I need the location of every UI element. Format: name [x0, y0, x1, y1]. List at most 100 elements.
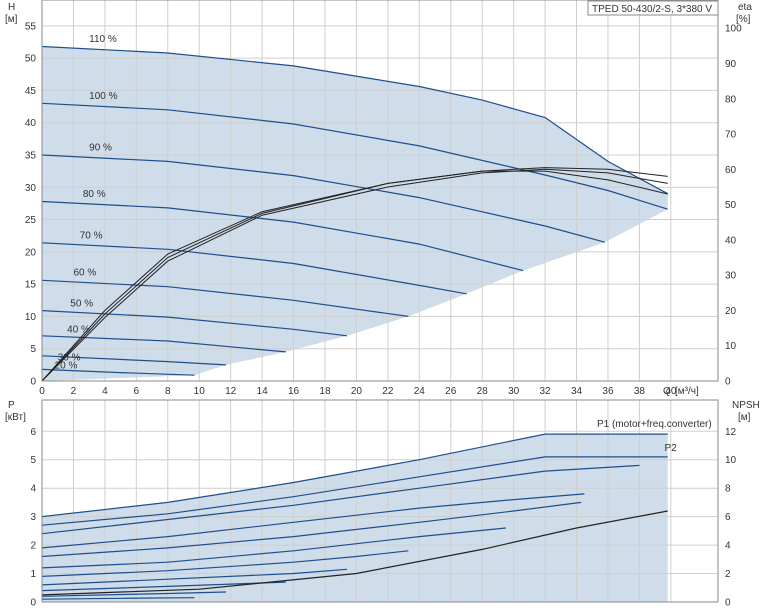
y2-axis-unit-npsh: [м] [738, 412, 751, 423]
y2-tick-label: 100 [725, 24, 742, 35]
y-axis-unit-p: [кВт] [5, 412, 26, 423]
operating-area-shape [42, 46, 668, 381]
x-tick-label: 2 [71, 386, 77, 397]
y-tick-label: 25 [25, 215, 37, 226]
power-curve [41, 527, 506, 569]
x-axis-label-q: Q [663, 386, 671, 397]
power-curve [41, 501, 582, 558]
y2-tick-label: 20 [725, 306, 737, 317]
head-chart-frame [41, 0, 719, 382]
head-curves [41, 45, 668, 376]
y-axis-unit-h: [м] [5, 14, 18, 25]
y-tick-label: 45 [25, 86, 37, 97]
y-tick-label: 0 [30, 377, 36, 388]
x-axis-unit-q: [м³/ч] [675, 386, 699, 397]
x-tick-label: 14 [257, 386, 269, 397]
title-box [587, 0, 719, 16]
x-tick-label: 28 [477, 386, 489, 397]
y-tick-label: 0 [30, 598, 36, 609]
y2-tick-label: 80 [725, 94, 737, 105]
y-tick-label: 1 [30, 569, 36, 580]
y-tick-label: 10 [25, 312, 37, 323]
head-curve [41, 279, 409, 317]
y2-tick-label: 50 [725, 200, 737, 211]
head-ticks: 0 2 4 6 8 10 12 14 16 18 20 22 24 26 28 30 32 34 36 38 40051… [25, 21, 742, 397]
x-tick-label: 0 [39, 386, 45, 397]
power-curve [41, 464, 640, 535]
power-curve-label: P1 (motor+freq.converter) [597, 419, 712, 430]
y2-tick-label: 10 [725, 455, 737, 466]
npsh-curve-group [41, 510, 668, 596]
y-tick-label: 35 [25, 150, 37, 161]
speed-label: 20 % [55, 361, 78, 372]
y-tick-label: 6 [30, 427, 36, 438]
x-tick-label: 16 [288, 386, 300, 397]
head-curve [41, 242, 467, 295]
y-tick-label: 50 [25, 54, 37, 65]
y-tick-label: 40 [25, 118, 37, 129]
y2-tick-label: 10 [725, 341, 737, 352]
p1-curve [41, 433, 668, 518]
y-tick-label: 5 [30, 344, 36, 355]
power-curves [41, 433, 668, 600]
speed-labels: 110 % 100 % 90 % 80 % 70 % 60 % 50 % 40 % 30 %20… [55, 34, 118, 372]
power-curve [41, 493, 585, 549]
speed-label: 90 % [89, 142, 112, 153]
x-tick-label: 26 [445, 386, 457, 397]
y2-tick-label: 90 [725, 59, 737, 70]
y2-axis-label-npsh: NPSH [732, 400, 760, 411]
power-curve [41, 581, 286, 592]
head-operating-area [42, 46, 668, 381]
y2-tick-label: 70 [725, 130, 737, 141]
chart-title: TPED 50-430/2-S, 3*380 V [592, 4, 712, 15]
y-tick-label: 2 [30, 541, 36, 552]
power-curve [41, 568, 348, 586]
x-tick-label: 6 [134, 386, 140, 397]
head-chart-panel: 0 2 4 6 8 10 12 14 16 18 20 22 24 26 28 30 32 34 36 38 40051… [5, 0, 752, 397]
x-tick-label: 18 [319, 386, 331, 397]
power-chart-frame [41, 399, 719, 603]
y2-tick-label: 0 [725, 377, 731, 388]
power-curve-label: P2 [665, 443, 678, 454]
efficiency-curves [41, 167, 668, 382]
x-tick-label: 8 [165, 386, 171, 397]
speed-label: 70 % [80, 230, 103, 241]
x-tick-label: 12 [225, 386, 237, 397]
head-curve [41, 368, 195, 376]
speed-label: 30 % [58, 352, 81, 363]
y-tick-label: 3 [30, 512, 36, 523]
speed-label: 100 % [89, 91, 117, 102]
y-tick-label: 30 [25, 183, 37, 194]
speed-label: 110 % [89, 34, 117, 45]
x-tick-label: 40 [665, 386, 677, 397]
y-tick-label: 4 [30, 484, 36, 495]
y2-tick-label: 6 [725, 512, 731, 523]
y2-tick-label: 40 [725, 235, 737, 246]
y-axis-label-h: H [8, 2, 15, 13]
speed-label: 50 % [70, 299, 93, 310]
power-labels: P1 (motor+freq.converter) P2 [597, 419, 712, 454]
y-tick-label: 15 [25, 280, 37, 291]
y2-axis-label-eta: eta [738, 2, 752, 13]
power-curve [41, 597, 195, 600]
head-curve [41, 102, 668, 210]
npsh-curve [41, 510, 668, 596]
y-tick-label: 5 [30, 455, 36, 466]
y2-axis-unit-eta: [%] [736, 14, 751, 25]
eta-curve [41, 168, 668, 382]
y2-tick-label: 8 [725, 484, 731, 495]
head-curve [41, 45, 668, 195]
x-tick-label: 36 [602, 386, 614, 397]
y2-tick-label: 12 [725, 427, 737, 438]
x-tick-label: 10 [194, 386, 206, 397]
y2-tick-label: 2 [725, 569, 731, 580]
head-curve [41, 335, 286, 353]
x-tick-label: 4 [102, 386, 108, 397]
power-curve [41, 591, 226, 597]
eta-curve [41, 167, 668, 382]
x-tick-label: 32 [540, 386, 552, 397]
y2-tick-label: 4 [725, 541, 731, 552]
